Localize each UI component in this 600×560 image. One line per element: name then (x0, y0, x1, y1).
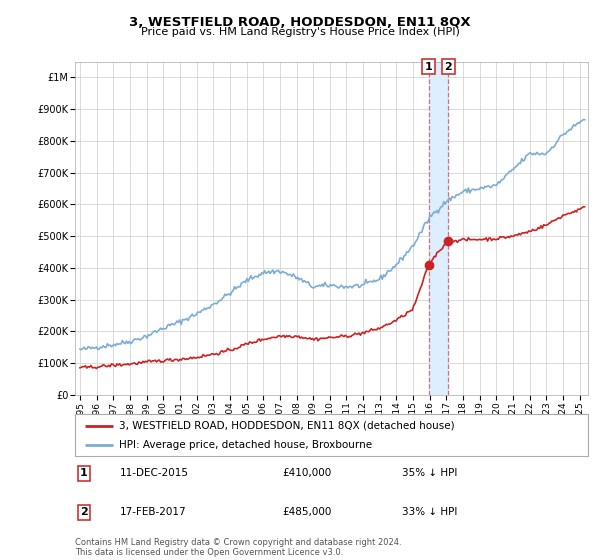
Text: 2: 2 (80, 507, 88, 517)
Text: 2: 2 (445, 62, 452, 72)
Text: HPI: Average price, detached house, Broxbourne: HPI: Average price, detached house, Brox… (119, 440, 372, 450)
Text: 35% ↓ HPI: 35% ↓ HPI (402, 468, 457, 478)
Text: 33% ↓ HPI: 33% ↓ HPI (402, 507, 457, 517)
Text: 17-FEB-2017: 17-FEB-2017 (120, 507, 187, 517)
Text: 3, WESTFIELD ROAD, HODDESDON, EN11 8QX (detached house): 3, WESTFIELD ROAD, HODDESDON, EN11 8QX (… (119, 421, 454, 431)
Text: £410,000: £410,000 (282, 468, 331, 478)
Text: 3, WESTFIELD ROAD, HODDESDON, EN11 8QX: 3, WESTFIELD ROAD, HODDESDON, EN11 8QX (129, 16, 471, 29)
Text: Price paid vs. HM Land Registry's House Price Index (HPI): Price paid vs. HM Land Registry's House … (140, 27, 460, 38)
Text: 11-DEC-2015: 11-DEC-2015 (120, 468, 189, 478)
Text: Contains HM Land Registry data © Crown copyright and database right 2024.: Contains HM Land Registry data © Crown c… (75, 538, 401, 547)
Text: 1: 1 (425, 62, 433, 72)
Text: 1: 1 (80, 468, 88, 478)
Text: This data is licensed under the Open Government Licence v3.0.: This data is licensed under the Open Gov… (75, 548, 343, 557)
Text: £485,000: £485,000 (282, 507, 331, 517)
Bar (429, 62, 448, 395)
